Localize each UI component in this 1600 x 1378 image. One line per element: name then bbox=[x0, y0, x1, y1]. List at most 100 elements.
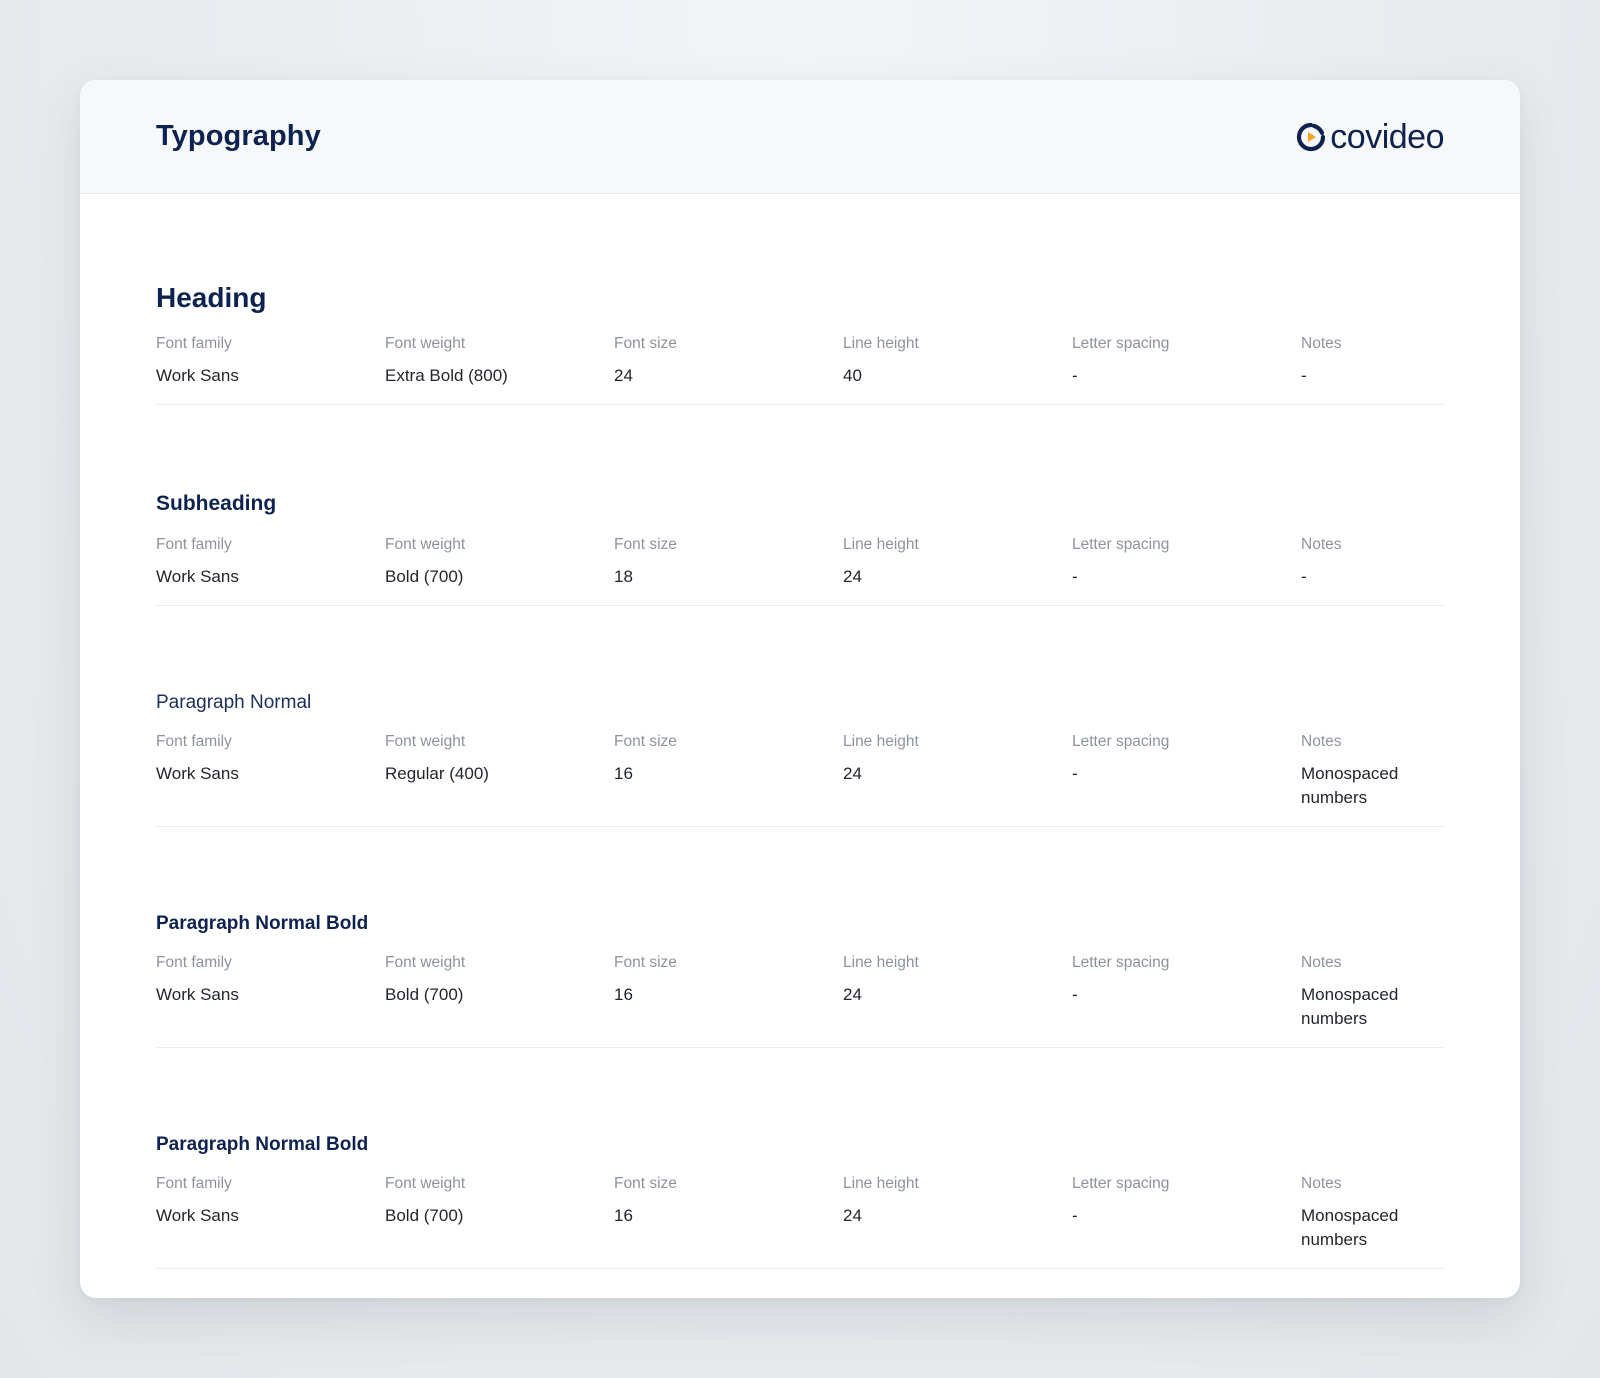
spec-cell-font-weight: Font weight Regular (400) bbox=[385, 732, 614, 810]
type-style-paragraph-normal-bold: Paragraph Normal Bold Font family Work Sa… bbox=[156, 827, 1444, 1048]
spec-value: - bbox=[1301, 366, 1307, 385]
spec-cell-font-size: Font size 18 bbox=[614, 535, 843, 589]
spec-cell-font-family: Font family Work Sans bbox=[156, 953, 385, 1031]
spec-cell-notes: Notes Monospaced numbers bbox=[1301, 732, 1520, 810]
spec-value: Bold (700) bbox=[385, 567, 464, 586]
spec-cell-notes: Notes Monospaced numbers bbox=[1301, 1174, 1520, 1252]
spec-label: Line height bbox=[843, 954, 919, 971]
spec-label: Letter spacing bbox=[1072, 954, 1170, 971]
logo-wordmark: covideo bbox=[1330, 117, 1444, 156]
type-style-heading: Heading Font family Work Sans Font weight… bbox=[156, 194, 1444, 405]
type-style-paragraph-normal: Paragraph Normal Font family Work Sans Fo… bbox=[156, 606, 1444, 827]
spec-value: 24 bbox=[843, 567, 862, 586]
spec-value: Work Sans bbox=[156, 366, 239, 385]
spec-label: Line height bbox=[843, 335, 919, 352]
style-name: Subheading bbox=[156, 492, 277, 515]
spec-value: Work Sans bbox=[156, 764, 239, 783]
spec-value: 40 bbox=[843, 366, 862, 385]
spec-label: Line height bbox=[843, 733, 919, 750]
spec-label: Notes bbox=[1301, 733, 1342, 750]
spec-value: Work Sans bbox=[156, 567, 239, 586]
spec-cell-letter-spacing: Letter spacing - bbox=[1072, 732, 1301, 810]
spec-value: Monospaced numbers bbox=[1301, 1206, 1399, 1249]
spec-value: 16 bbox=[614, 1206, 633, 1225]
spec-value: - bbox=[1072, 1206, 1078, 1225]
style-name: Heading bbox=[156, 282, 267, 313]
spec-cell-letter-spacing: Letter spacing - bbox=[1072, 1174, 1301, 1252]
spec-cell-letter-spacing: Letter spacing - bbox=[1072, 334, 1301, 388]
spec-cell-font-size: Font size 24 bbox=[614, 334, 843, 388]
spec-value: Extra Bold (800) bbox=[385, 366, 508, 385]
spec-cell-notes: Notes Monospaced numbers bbox=[1301, 953, 1520, 1031]
type-style-paragraph-normal-bold-2: Paragraph Normal Bold Font family Work Sa… bbox=[156, 1048, 1444, 1269]
type-styles-list: Heading Font family Work Sans Font weight… bbox=[80, 194, 1520, 1269]
spec-cell-font-family: Font family Work Sans bbox=[156, 334, 385, 388]
spec-value: - bbox=[1301, 567, 1307, 586]
spec-value: Monospaced numbers bbox=[1301, 985, 1399, 1028]
spec-label: Notes bbox=[1301, 536, 1342, 553]
spec-cell-line-height: Line height 24 bbox=[843, 732, 1072, 810]
spec-cell-font-weight: Font weight Bold (700) bbox=[385, 953, 614, 1031]
spec-label: Line height bbox=[843, 1175, 919, 1192]
spec-label: Font size bbox=[614, 536, 677, 553]
spec-label: Font weight bbox=[385, 536, 466, 553]
spec-value: 18 bbox=[614, 567, 633, 586]
spec-cell-font-weight: Font weight Bold (700) bbox=[385, 1174, 614, 1252]
spec-cell-font-family: Font family Work Sans bbox=[156, 732, 385, 810]
spec-label: Font size bbox=[614, 1175, 677, 1192]
covideo-logo: covideo bbox=[1296, 120, 1444, 154]
spec-table: Font family Work Sans Font weight Bold (70… bbox=[156, 535, 1444, 606]
spec-label: Font size bbox=[614, 954, 677, 971]
spec-value: Monospaced numbers bbox=[1301, 764, 1399, 807]
spec-label: Font family bbox=[156, 536, 232, 553]
spec-table: Font family Work Sans Font weight Bold (70… bbox=[156, 1174, 1444, 1269]
spec-value: 24 bbox=[843, 1206, 862, 1225]
spec-cell-notes: Notes - bbox=[1301, 334, 1520, 388]
type-style-subheading: Subheading Font family Work Sans Font wei… bbox=[156, 405, 1444, 606]
typography-card: Typography covideo Heading Font family Wo… bbox=[80, 80, 1520, 1298]
spec-value: 24 bbox=[843, 764, 862, 783]
spec-table: Font family Work Sans Font weight Regular … bbox=[156, 732, 1444, 827]
spec-cell-line-height: Line height 24 bbox=[843, 1174, 1072, 1252]
spec-cell-notes: Notes - bbox=[1301, 535, 1520, 589]
spec-label: Font family bbox=[156, 1175, 232, 1192]
style-name: Paragraph Normal Bold bbox=[156, 1134, 369, 1155]
spec-cell-font-family: Font family Work Sans bbox=[156, 535, 385, 589]
spec-cell-font-weight: Font weight Bold (700) bbox=[385, 535, 614, 589]
spec-value: 24 bbox=[614, 366, 633, 385]
spec-label: Font weight bbox=[385, 733, 466, 750]
spec-value: Regular (400) bbox=[385, 764, 489, 783]
spec-value: - bbox=[1072, 567, 1078, 586]
spec-label: Font size bbox=[614, 733, 677, 750]
spec-value: 16 bbox=[614, 985, 633, 1004]
spec-label: Letter spacing bbox=[1072, 1175, 1170, 1192]
spec-label: Font family bbox=[156, 954, 232, 971]
covideo-play-mark-icon bbox=[1297, 122, 1326, 151]
spec-label: Font family bbox=[156, 733, 232, 750]
spec-cell-letter-spacing: Letter spacing - bbox=[1072, 953, 1301, 1031]
style-name: Paragraph Normal Bold bbox=[156, 913, 369, 934]
spec-table: Font family Work Sans Font weight Extra Bo… bbox=[156, 334, 1444, 405]
card-header: Typography covideo bbox=[80, 80, 1520, 194]
spec-label: Notes bbox=[1301, 954, 1342, 971]
spec-value: Work Sans bbox=[156, 985, 239, 1004]
spec-table: Font family Work Sans Font weight Bold (70… bbox=[156, 953, 1444, 1048]
spec-value: Work Sans bbox=[156, 1206, 239, 1225]
spec-label: Notes bbox=[1301, 1175, 1342, 1192]
spec-cell-line-height: Line height 24 bbox=[843, 535, 1072, 589]
spec-cell-font-size: Font size 16 bbox=[614, 1174, 843, 1252]
spec-value: 24 bbox=[843, 985, 862, 1004]
spec-cell-line-height: Line height 40 bbox=[843, 334, 1072, 388]
spec-label: Font size bbox=[614, 335, 677, 352]
spec-cell-letter-spacing: Letter spacing - bbox=[1072, 535, 1301, 589]
spec-label: Font weight bbox=[385, 1175, 466, 1192]
spec-value: 16 bbox=[614, 764, 633, 783]
spec-label: Letter spacing bbox=[1072, 536, 1170, 553]
spec-value: Bold (700) bbox=[385, 1206, 464, 1225]
style-name: Paragraph Normal bbox=[156, 692, 312, 713]
spec-label: Font weight bbox=[385, 954, 466, 971]
spec-cell-font-size: Font size 16 bbox=[614, 732, 843, 810]
page-title: Typography bbox=[156, 120, 321, 152]
spec-cell-line-height: Line height 24 bbox=[843, 953, 1072, 1031]
spec-cell-font-weight: Font weight Extra Bold (800) bbox=[385, 334, 614, 388]
